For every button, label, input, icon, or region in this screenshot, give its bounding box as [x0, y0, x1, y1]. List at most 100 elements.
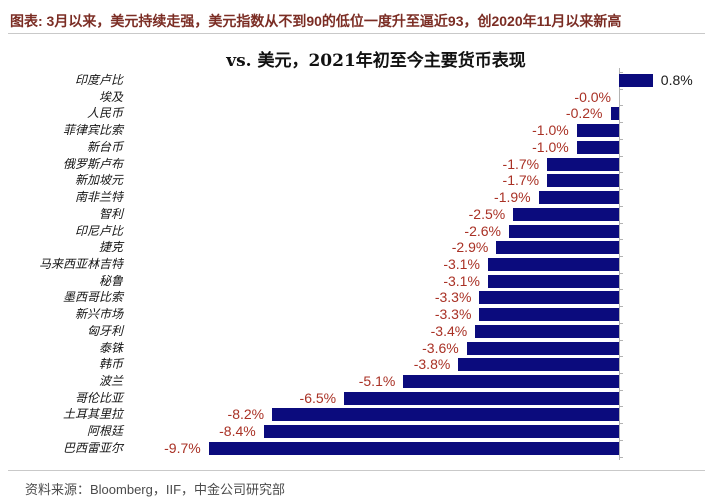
axis-tick: [619, 373, 623, 374]
category-label: 南非兰特: [74, 190, 123, 204]
value-label: -3.3%: [434, 289, 472, 306]
bar: [509, 224, 619, 238]
axis-tick: [619, 239, 623, 241]
value-label: -1.7%: [502, 172, 540, 189]
bar: [263, 425, 619, 439]
axis-tick: [619, 389, 623, 391]
category-label: 捷克: [98, 240, 123, 255]
category-label: 韩币: [98, 357, 123, 372]
category-label: 智利: [98, 206, 123, 221]
value-label: -1.0%: [532, 122, 569, 139]
category-label: 印度卢比: [74, 73, 123, 87]
category-label: 秘鲁: [98, 273, 123, 288]
value-label: -8.4%: [219, 423, 256, 440]
bar: [547, 174, 619, 188]
value-label: -1.7%: [502, 155, 540, 172]
bar: [496, 241, 619, 255]
bar: [576, 140, 619, 154]
value-label: -3.1%: [443, 272, 480, 289]
value-label: -2.9%: [451, 239, 489, 256]
report-header-text: 图表: 3月以来，美元持续走强，美元指数从不到90的低位一度升至逼近93，创20…: [10, 13, 622, 29]
value-label: -3.4%: [430, 322, 468, 339]
category-label: 墨西哥比索: [62, 290, 123, 305]
category-label: 俄罗斯卢布: [62, 156, 123, 171]
axis-tick: [619, 105, 623, 107]
bar: [344, 391, 619, 405]
category-label: 新加坡元: [74, 173, 123, 188]
value-label: -1.0%: [532, 138, 569, 155]
axis-tick: [619, 306, 623, 308]
axis-tick: [619, 339, 623, 341]
category-label: 泰铢: [98, 340, 123, 355]
bar: [272, 408, 619, 422]
category-label: 阿根廷: [86, 424, 123, 439]
axis-tick: [619, 222, 623, 224]
bar: [513, 207, 620, 221]
axis-tick: [619, 172, 623, 174]
category-label: 埃及: [98, 89, 123, 104]
axis-tick: [619, 423, 623, 425]
category-label: 人民币: [86, 106, 123, 121]
zero-axis-line: [619, 68, 620, 460]
bar: [487, 257, 619, 271]
bar: [479, 308, 619, 322]
value-label: -3.1%: [443, 255, 480, 272]
axis-tick: [619, 72, 623, 73]
axis-tick: [619, 406, 623, 408]
category-label: 新台币: [86, 139, 123, 154]
axis-tick: [619, 138, 623, 140]
footer-divider: [8, 470, 705, 471]
category-label: 哥伦比亚: [74, 390, 123, 405]
bar: [487, 274, 619, 288]
value-label: -6.5%: [299, 389, 337, 406]
bar: [479, 291, 619, 305]
axis-tick: [619, 272, 623, 274]
value-label: -5.1%: [358, 373, 396, 389]
bar: [475, 324, 619, 338]
category-label: 巴西雷亚尔: [62, 440, 123, 455]
axis-tick: [619, 289, 623, 291]
bar: [538, 191, 619, 204]
axis-tick: [619, 88, 623, 90]
axis-tick: [619, 155, 623, 157]
bar: [466, 341, 619, 355]
value-label: 0.8%: [660, 72, 693, 88]
category-label: 土耳其里拉: [62, 407, 123, 422]
value-label: -8.2%: [227, 406, 265, 423]
category-label: 印尼卢比: [74, 223, 123, 238]
header-divider: [8, 33, 705, 34]
category-label: 新兴市场: [74, 307, 123, 322]
category-label: 匈牙利: [86, 323, 123, 338]
bar: [208, 441, 619, 455]
value-label: -0.0%: [574, 88, 611, 105]
axis-tick: [619, 255, 623, 257]
axis-tick: [619, 322, 623, 324]
value-label: -2.6%: [464, 222, 501, 239]
axis-tick: [619, 189, 623, 190]
value-label: -1.9%: [494, 189, 531, 205]
bar: [610, 107, 619, 121]
category-label: 菲律宾比索: [62, 123, 123, 138]
value-label: -3.3%: [434, 306, 472, 323]
bar: [403, 375, 619, 388]
value-label: -9.7%: [164, 439, 201, 456]
value-label: -0.2%: [565, 105, 603, 122]
bar: [458, 358, 619, 372]
bar: [619, 74, 653, 87]
value-label: -2.5%: [468, 205, 506, 222]
axis-tick: [619, 356, 623, 358]
axis-tick: [619, 205, 623, 207]
axis-tick: [619, 122, 623, 124]
axis-tick: [619, 456, 623, 458]
bar: [547, 157, 619, 171]
value-label: -3.8%: [413, 356, 451, 373]
value-label: -3.6%: [422, 339, 459, 356]
category-label: 马来西亚林吉特: [38, 256, 123, 271]
axis-tick: [619, 439, 623, 441]
category-label: 波兰: [98, 374, 123, 388]
source-attribution: 资料来源：Bloomberg，IIF，中金公司研究部: [25, 482, 286, 497]
chart-title: vs. 美元，2021年初至今主要货币表现: [226, 51, 526, 71]
bar: [576, 124, 619, 138]
